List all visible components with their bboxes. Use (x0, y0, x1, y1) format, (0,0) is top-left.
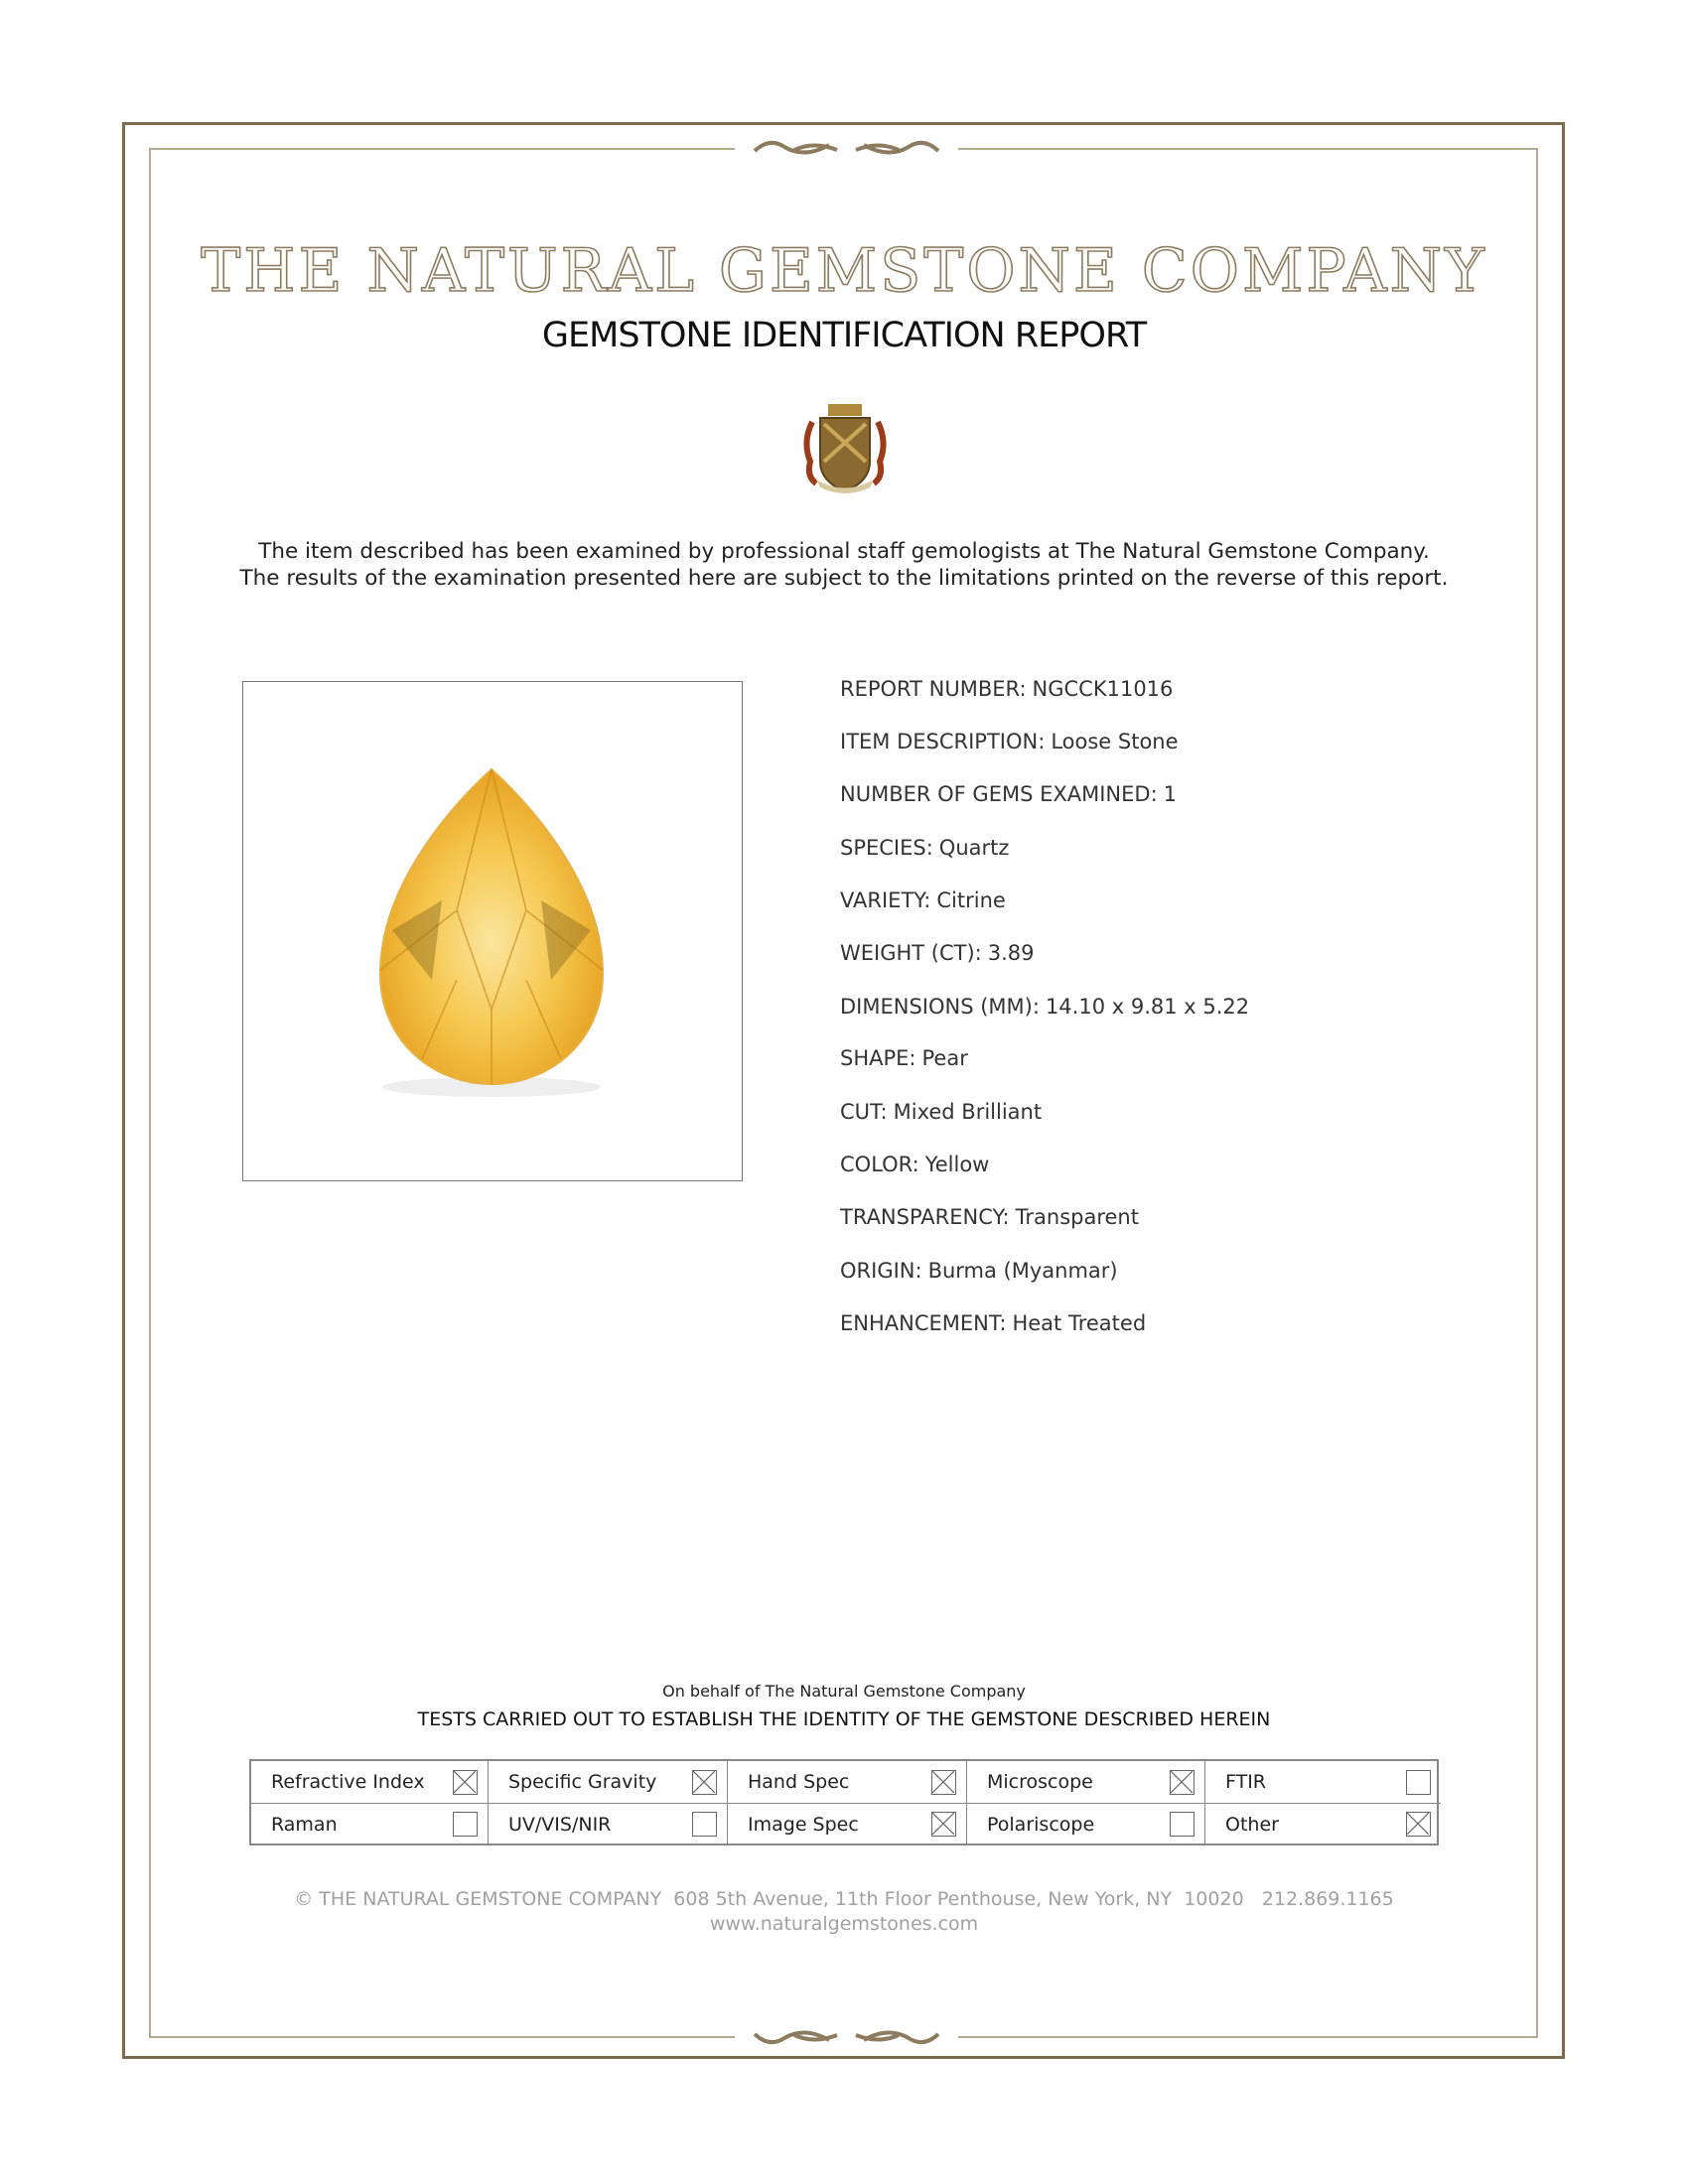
field-label: COLOR: (840, 1153, 919, 1176)
field-label: DIMENSIONS (MM): (840, 995, 1040, 1019)
tests-table: Refractive Index Specific Gravity Hand Spe… (249, 1759, 1441, 1845)
outer-border (122, 122, 1565, 2059)
inner-frame-right (1536, 148, 1538, 2038)
test-label: Polariscope (987, 1813, 1095, 1836)
checked-box-icon[interactable] (453, 1770, 478, 1795)
inner-frame-bottom-right (958, 2036, 1538, 2038)
field-label: SPECIES: (840, 836, 933, 860)
report-title: GEMSTONE IDENTIFICATION REPORT (541, 316, 1147, 355)
checked-box-icon[interactable] (931, 1770, 956, 1795)
field-value: Transparent (1015, 1205, 1139, 1229)
intro-line-2: The results of the examination presented… (239, 566, 1449, 591)
field-value: NGCCK11016 (1032, 677, 1174, 701)
field-value: Yellow (924, 1153, 990, 1176)
intro-text: The item described has been examined by … (0, 538, 1688, 592)
crest-logo-icon (803, 404, 887, 493)
citrine-pear-gem-image (378, 767, 605, 1097)
field-label: ENHANCEMENT: (840, 1311, 1007, 1335)
field-weight: WEIGHT (CT): 3.89 (840, 941, 1035, 965)
unchecked-box-icon[interactable] (453, 1812, 478, 1837)
test-cell-image-spec: Image Spec (728, 1803, 967, 1845)
test-cell-ftir: FTIR (1205, 1761, 1441, 1804)
checked-box-icon[interactable] (931, 1812, 956, 1837)
test-cell-uv-vis-nir: UV/VIS/NIR (489, 1803, 728, 1845)
field-label: SHAPE: (840, 1046, 916, 1070)
field-label: REPORT NUMBER: (840, 677, 1027, 701)
field-value: Mixed Brilliant (893, 1100, 1043, 1124)
field-value: 1 (1163, 782, 1178, 806)
test-label: UV/VIS/NIR (508, 1813, 612, 1836)
test-label: Raman (271, 1813, 338, 1836)
on-behalf-text: On behalf of The Natural Gemstone Compan… (662, 1682, 1026, 1701)
field-report-number: REPORT NUMBER: NGCCK11016 (840, 677, 1173, 701)
inner-frame-bottom-left (149, 2036, 735, 2038)
gemstone-photo (242, 681, 743, 1181)
field-color: COLOR: Yellow (840, 1153, 989, 1176)
unchecked-box-icon[interactable] (1406, 1770, 1431, 1795)
test-cell-hand-spec: Hand Spec (728, 1761, 967, 1804)
test-cell-refractive-index: Refractive Index (251, 1761, 489, 1804)
field-label: ITEM DESCRIPTION: (840, 730, 1046, 753)
test-cell-microscope: Microscope (967, 1761, 1205, 1804)
test-cell-other: Other (1205, 1803, 1441, 1845)
footer-address: © THE NATURAL GEMSTONE COMPANY 608 5th A… (294, 1888, 1394, 1910)
field-value: Quartz (938, 836, 1010, 860)
ornament-bottom-icon (753, 2030, 940, 2045)
field-label: NUMBER OF GEMS EXAMINED: (840, 782, 1158, 806)
test-label: Specific Gravity (508, 1771, 657, 1793)
checked-box-icon[interactable] (1406, 1812, 1431, 1837)
ornament-top-icon (753, 140, 940, 155)
field-value: 3.89 (987, 941, 1035, 965)
field-label: CUT: (840, 1100, 888, 1124)
field-value: Burma (Myanmar) (927, 1259, 1118, 1283)
inner-frame-top-left (149, 148, 735, 150)
field-dimensions: DIMENSIONS (MM): 14.10 x 9.81 x 5.22 (840, 995, 1249, 1019)
field-value: Citrine (936, 888, 1006, 912)
test-label: FTIR (1225, 1771, 1267, 1793)
test-label: Image Spec (748, 1813, 859, 1836)
field-item-description: ITEM DESCRIPTION: Loose Stone (840, 730, 1179, 753)
test-cell-raman: Raman (251, 1803, 489, 1845)
checked-box-icon[interactable] (692, 1770, 717, 1795)
field-value: Pear (921, 1046, 968, 1070)
inner-frame-left (149, 148, 151, 2038)
test-label: Microscope (987, 1771, 1093, 1793)
field-value: Heat Treated (1012, 1311, 1147, 1335)
tests-heading: TESTS CARRIED OUT TO ESTABLISH THE IDENT… (417, 1708, 1271, 1730)
intro-line-1: The item described has been examined by … (258, 539, 1430, 564)
field-value: 14.10 x 9.81 x 5.22 (1045, 995, 1250, 1019)
inner-frame-top-right (958, 148, 1538, 150)
field-label: TRANSPARENCY: (840, 1205, 1010, 1229)
field-value: Loose Stone (1051, 730, 1179, 753)
field-origin: ORIGIN: Burma (Myanmar) (840, 1259, 1118, 1283)
field-label: VARIETY: (840, 888, 931, 912)
checked-box-icon[interactable] (1170, 1770, 1195, 1795)
test-label: Hand Spec (748, 1771, 850, 1793)
test-cell-specific-gravity: Specific Gravity (489, 1761, 728, 1804)
field-label: WEIGHT (CT): (840, 941, 982, 965)
field-number-of-gems: NUMBER OF GEMS EXAMINED: 1 (840, 782, 1177, 806)
field-enhancement: ENHANCEMENT: Heat Treated (840, 1311, 1146, 1335)
field-label: ORIGIN: (840, 1259, 922, 1283)
field-shape: SHAPE: Pear (840, 1046, 968, 1070)
test-label: Other (1225, 1813, 1279, 1836)
unchecked-box-icon[interactable] (1170, 1812, 1195, 1837)
unchecked-box-icon[interactable] (692, 1812, 717, 1837)
field-variety: VARIETY: Citrine (840, 888, 1006, 912)
test-cell-polariscope: Polariscope (967, 1803, 1205, 1845)
field-species: SPECIES: Quartz (840, 836, 1009, 860)
test-label: Refractive Index (271, 1771, 425, 1793)
company-name: THE NATURAL GEMSTONE COMPANY (200, 235, 1487, 307)
field-cut: CUT: Mixed Brilliant (840, 1100, 1042, 1124)
field-transparency: TRANSPARENCY: Transparent (840, 1205, 1139, 1229)
footer-website[interactable]: www.naturalgemstones.com (709, 1913, 979, 1935)
